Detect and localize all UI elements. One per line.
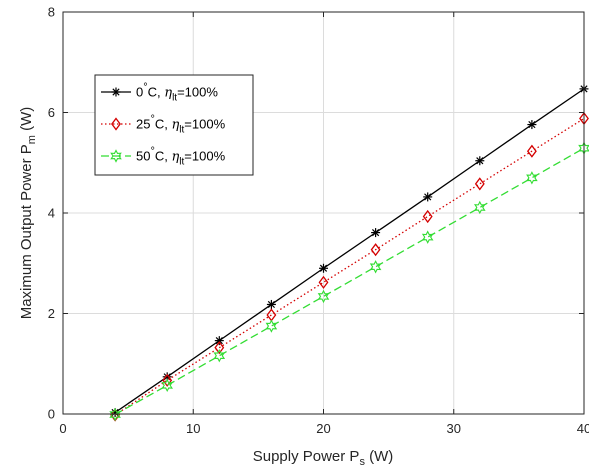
series-line bbox=[114, 117, 585, 416]
x-axis-label-subscript: s bbox=[359, 456, 365, 468]
data-point bbox=[474, 177, 485, 191]
data-point bbox=[317, 289, 330, 304]
data-point bbox=[109, 407, 121, 422]
data-point bbox=[265, 319, 278, 333]
data-point bbox=[214, 336, 224, 346]
data-point bbox=[214, 341, 225, 355]
data-point bbox=[266, 299, 276, 309]
legend-item: 50°C, ηlt=100% bbox=[101, 146, 226, 168]
legend-label: 50°C, ηlt=100% bbox=[136, 146, 226, 168]
y-axis-label-subscript: m bbox=[26, 135, 38, 144]
data-point bbox=[369, 260, 382, 274]
y-tick-label: 6 bbox=[48, 105, 55, 120]
series-line bbox=[114, 88, 585, 414]
data-point bbox=[371, 228, 381, 238]
series-line bbox=[114, 147, 585, 416]
data-point bbox=[319, 263, 328, 273]
data-point bbox=[213, 349, 226, 363]
data-point bbox=[318, 275, 329, 289]
legend: 0°C, ηlt=100% 25°C, ηlt=100% 50°C, ηlt=100… bbox=[94, 74, 254, 176]
legend-item: 25°C, ηlt=100% bbox=[101, 114, 226, 136]
y-tick-label: 8 bbox=[48, 5, 55, 20]
x-axis-label-unit: (W) bbox=[365, 448, 393, 465]
data-point bbox=[527, 120, 537, 130]
y-tick-label: 4 bbox=[48, 206, 55, 221]
x-tick-label: 40 bbox=[577, 421, 589, 436]
legend-marker bbox=[111, 117, 121, 131]
series-0 bbox=[110, 84, 589, 417]
data-point bbox=[423, 192, 433, 202]
y-axis-label: Maximum Output Power Pm (W) bbox=[18, 107, 38, 320]
data-point bbox=[474, 200, 486, 215]
data-point bbox=[422, 209, 433, 224]
data-point bbox=[421, 230, 434, 244]
legend-marker bbox=[111, 87, 121, 97]
legend-label: 25°C, ηlt=100% bbox=[136, 114, 226, 136]
x-tick-label: 10 bbox=[186, 421, 200, 436]
x-tick-label: 0 bbox=[59, 421, 66, 436]
data-point bbox=[526, 171, 538, 185]
y-tick-label: 2 bbox=[48, 306, 55, 321]
x-tick-label: 30 bbox=[447, 421, 461, 436]
data-point bbox=[161, 378, 173, 393]
data-point bbox=[526, 144, 537, 158]
ticks: 0 10 20 30 40 0 2 4 6 8 bbox=[48, 5, 589, 437]
series-2 bbox=[109, 141, 589, 422]
legend-marker bbox=[110, 149, 122, 163]
data-point bbox=[475, 156, 485, 166]
data-point bbox=[162, 373, 173, 387]
y-tick-label: 0 bbox=[48, 407, 55, 422]
series-layer bbox=[109, 84, 589, 422]
legend-item: 0°C, ηlt=100% bbox=[101, 82, 218, 104]
y-axis-label-unit: (W) bbox=[18, 107, 35, 135]
data-point bbox=[370, 243, 381, 257]
legend-label: 0°C, ηlt=100% bbox=[136, 82, 218, 104]
x-axis-label: Supply Power Ps (W) bbox=[253, 448, 394, 468]
x-tick-label: 20 bbox=[316, 421, 330, 436]
